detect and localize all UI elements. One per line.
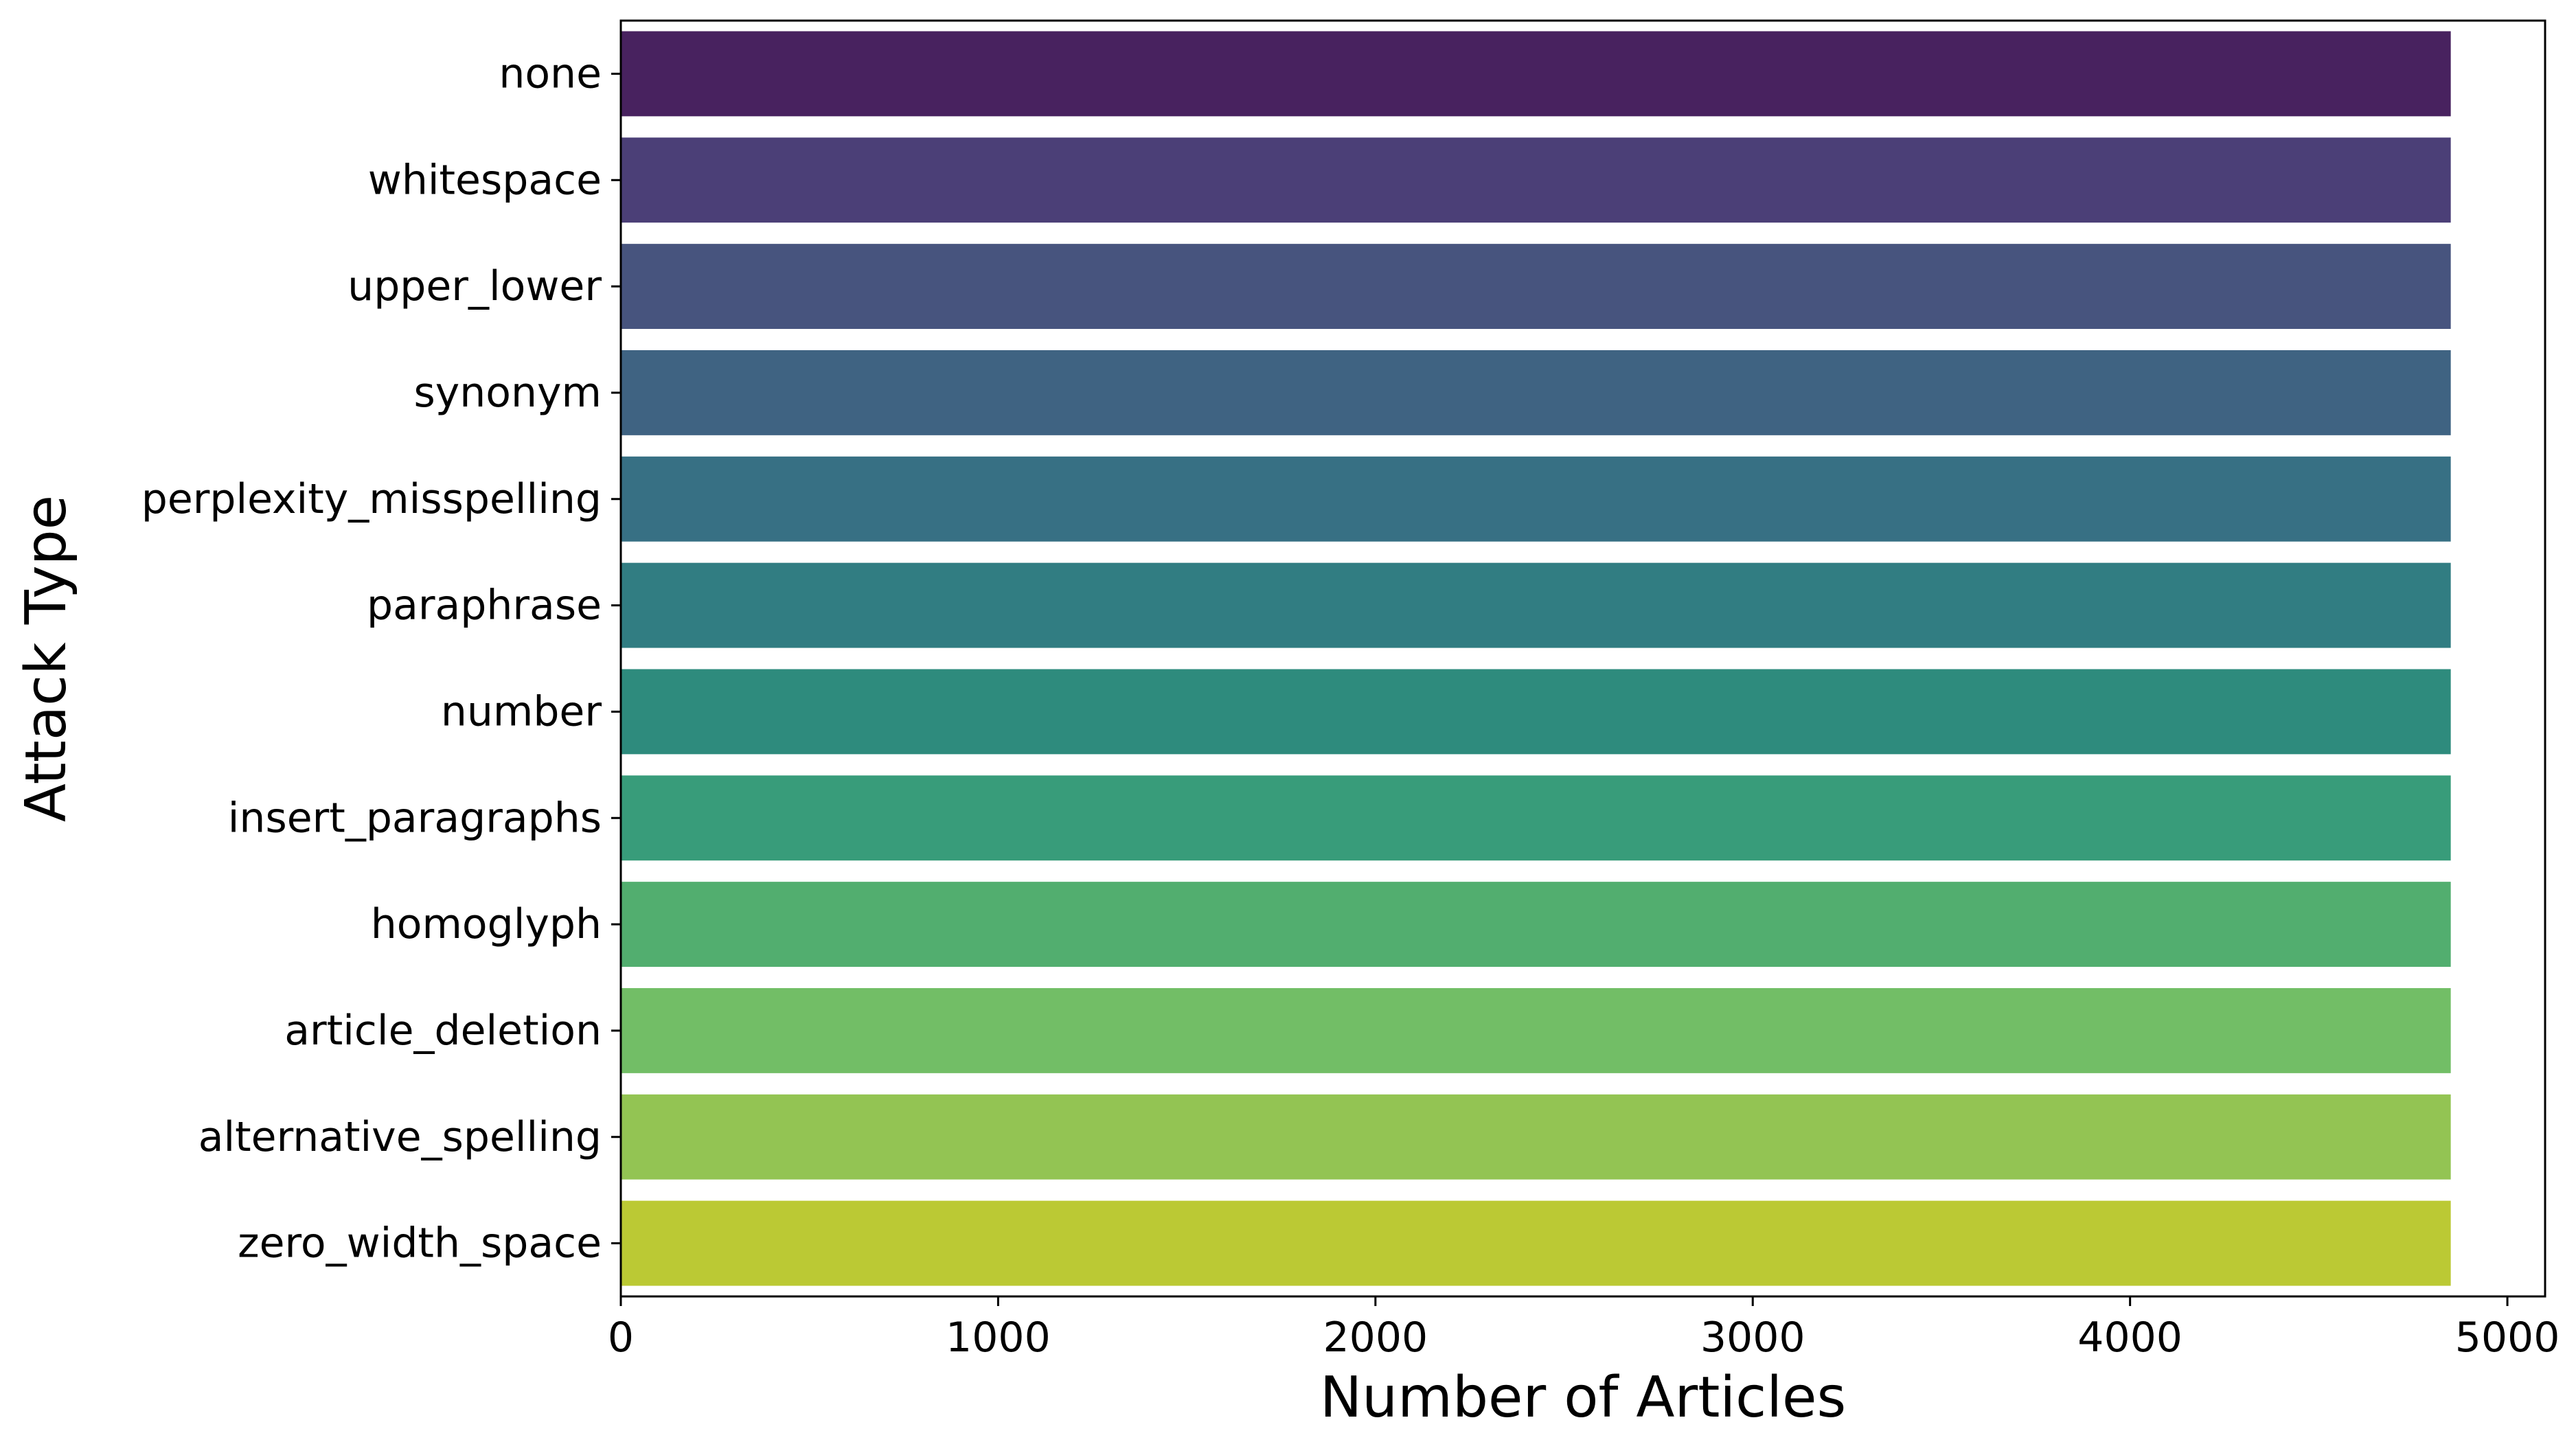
y-tick-label: alternative_spelling xyxy=(198,1113,602,1161)
y-tick-label: zero_width_space xyxy=(238,1220,602,1268)
y-tick-label: synonym xyxy=(414,369,602,417)
bar-number xyxy=(621,669,2451,755)
plot-frame xyxy=(619,19,2546,1298)
bar-article-deletion xyxy=(621,987,2451,1073)
y-tick-label: paraphrase xyxy=(367,582,602,630)
bar-none xyxy=(621,31,2451,117)
bar-paraphrase xyxy=(621,562,2451,648)
y-tick-label: number xyxy=(441,687,602,735)
bar-alternative-spelling xyxy=(621,1094,2451,1180)
bar-perplexity-misspelling xyxy=(621,456,2451,542)
bar-insert-paragraphs xyxy=(621,775,2451,861)
y-tick-label: perplexity_misspelling xyxy=(141,475,602,523)
bar-upper-lower xyxy=(621,244,2451,330)
y-tick-label: insert_paragraphs xyxy=(228,794,602,842)
x-tick-label: 2000 xyxy=(1323,1314,1428,1362)
y-tick-label: whitespace xyxy=(368,156,602,204)
y-axis-label: Attack Type xyxy=(14,495,79,822)
x-axis-label: Number of Articles xyxy=(1320,1365,1846,1430)
bar-zero-width-space xyxy=(621,1200,2451,1286)
x-tick-label: 4000 xyxy=(2077,1314,2182,1362)
x-tick-label: 0 xyxy=(608,1314,634,1362)
bar-synonym xyxy=(621,350,2451,435)
bar-whitespace xyxy=(621,137,2451,223)
y-tick-label: none xyxy=(499,49,602,98)
x-axis-ticks: 0 1000 2000 3000 4000 5000 xyxy=(608,1296,2560,1362)
bars-group xyxy=(621,31,2451,1286)
x-tick-label: 1000 xyxy=(946,1314,1051,1362)
x-tick-label: 5000 xyxy=(2455,1314,2560,1362)
y-tick-label: homoglyph xyxy=(371,900,602,948)
y-tick-label: upper_lower xyxy=(347,262,602,310)
y-tick-label: article_deletion xyxy=(284,1007,602,1055)
x-tick-label: 3000 xyxy=(1700,1314,1805,1362)
bar-homoglyph xyxy=(621,882,2451,968)
